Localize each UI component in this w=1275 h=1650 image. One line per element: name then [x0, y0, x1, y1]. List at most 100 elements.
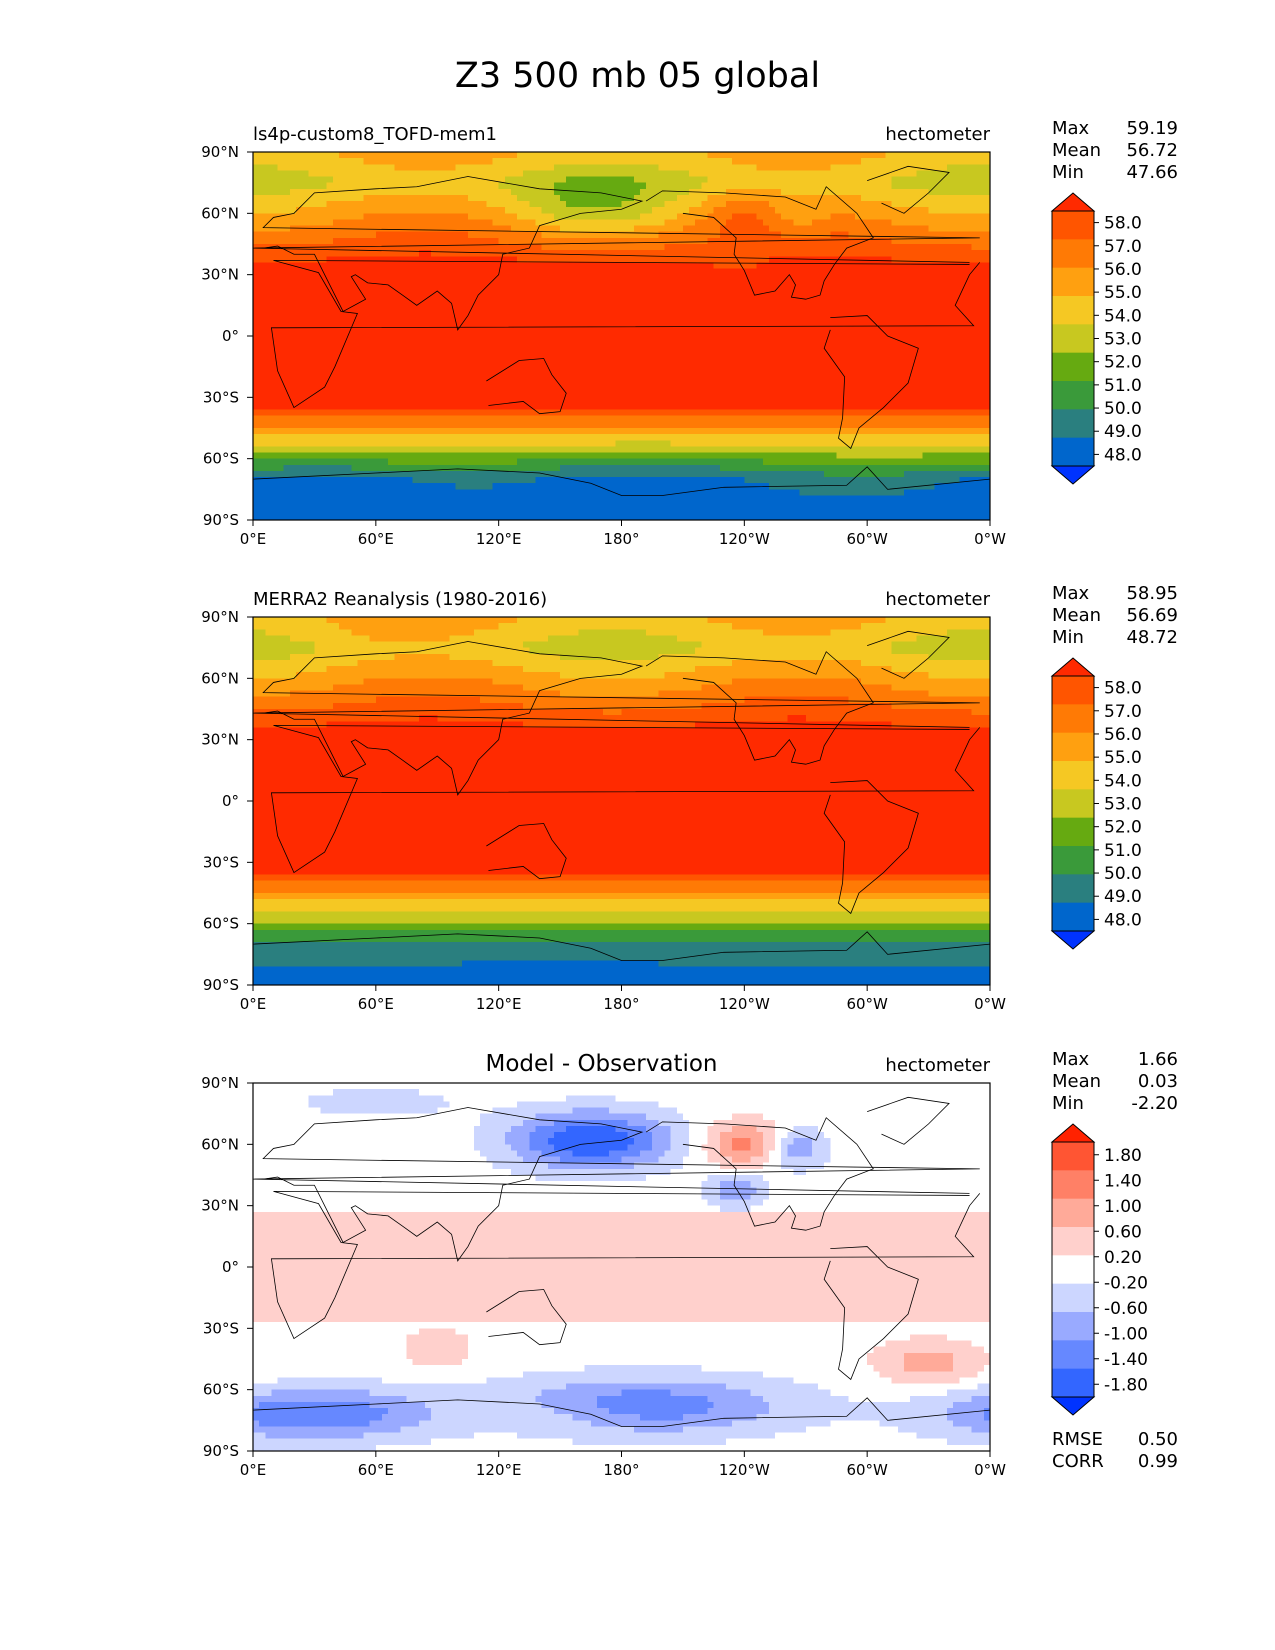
field-cell: [762, 1395, 850, 1403]
coastlines: [252, 630, 991, 961]
field-cell: [253, 1199, 709, 1207]
field-cell: [253, 1377, 279, 1385]
field-cell: [253, 415, 991, 423]
field-cell: [517, 1432, 776, 1440]
field-cell: [253, 1309, 991, 1317]
field-cell: [707, 1138, 721, 1145]
field-cell: [510, 1125, 537, 1133]
field-cell: [701, 702, 893, 710]
field-cell: [725, 219, 764, 227]
field-cell: [523, 170, 690, 178]
field-cell: [603, 709, 623, 716]
stat-label: Mean: [1052, 1071, 1101, 1092]
field-cell: [547, 1162, 635, 1170]
field-cell: [467, 1352, 868, 1360]
field-cell: [308, 1095, 444, 1102]
field-cell: [762, 458, 991, 466]
field-cell: [289, 188, 512, 196]
field-cell: [253, 391, 991, 398]
field-cell: [861, 659, 991, 667]
field-cell: [719, 1138, 733, 1145]
field-cell: [658, 1156, 684, 1164]
field-cell: [535, 1113, 647, 1121]
field-cell: [689, 1125, 709, 1133]
field-cell: [566, 1095, 616, 1102]
field-cell: [897, 1426, 973, 1434]
field-cell: [480, 696, 745, 704]
field-cell: [891, 237, 991, 245]
coastline: [252, 641, 980, 796]
colorbar-segment: [1052, 1283, 1094, 1313]
field-cell: [498, 182, 555, 190]
field-cell: [953, 1401, 991, 1409]
field-cell: [701, 201, 727, 208]
field-cell: [431, 1414, 573, 1421]
field-cell: [535, 1395, 598, 1403]
colorbar-segment: [1052, 902, 1094, 932]
field-cell: [308, 170, 524, 178]
field-cell: [904, 1359, 954, 1366]
map-field: [253, 1083, 991, 1452]
field-cell: [768, 1408, 948, 1415]
field-cell: [253, 1113, 481, 1121]
field-cell: [891, 666, 991, 673]
field-cell: [983, 1408, 991, 1415]
field-cell: [910, 1395, 973, 1403]
x-tick-label: 120°E: [476, 995, 522, 1013]
map-field: [253, 152, 991, 521]
field-cell: [904, 470, 991, 478]
colorbar-segment: [1052, 1312, 1094, 1341]
y-tick-label: 60°N: [201, 1135, 239, 1153]
field-cell: [799, 489, 905, 497]
field-cell: [707, 152, 887, 159]
field-cell: [928, 672, 991, 679]
field-cell: [253, 942, 991, 949]
field-cell: [449, 1101, 518, 1109]
stat-value: 58.95: [1126, 583, 1178, 604]
field-cell: [885, 617, 991, 624]
colorbar-tick-label: 58.0: [1104, 679, 1142, 699]
field-cell: [652, 1144, 672, 1152]
field-cell: [756, 1187, 770, 1194]
field-cell: [253, 764, 991, 771]
field-cell: [695, 666, 893, 673]
field-cell: [253, 1242, 991, 1250]
field-cell: [553, 213, 641, 221]
field-cell: [437, 715, 788, 722]
field-cell: [768, 1401, 954, 1409]
y-tick-label: 30°S: [203, 853, 239, 871]
field-cell: [253, 1175, 537, 1182]
field-cell: [609, 1150, 641, 1158]
field-cell: [867, 1359, 905, 1366]
field-cell: [523, 1371, 764, 1378]
field-cell: [431, 1408, 555, 1415]
field-cell: [253, 623, 340, 630]
field-cell: [253, 483, 457, 490]
field-cell: [332, 1089, 420, 1096]
field-cell: [253, 690, 291, 698]
stat-value: 1.66: [1138, 1049, 1178, 1070]
field-cell: [253, 1107, 322, 1115]
field-cell: [253, 152, 340, 159]
field-cell: [517, 194, 561, 202]
coastline: [823, 780, 919, 915]
field-cell: [253, 929, 991, 937]
field-cell: [639, 1414, 684, 1421]
field-cell: [253, 659, 359, 667]
field-cell: [326, 256, 518, 263]
field-cell: [664, 1150, 690, 1158]
field-cell: [486, 1156, 524, 1164]
field-cell: [762, 1175, 991, 1182]
field-cell: [621, 709, 973, 716]
colorbar-tick-label: 50.0: [1104, 864, 1142, 884]
field-cell: [830, 1156, 991, 1164]
field-cell: [756, 213, 782, 221]
panel-left-title: MERRA2 Reanalysis (1980-2016): [253, 589, 547, 610]
field-cell: [253, 336, 991, 343]
colorbar-segment: [1052, 704, 1094, 734]
field-cell: [474, 1432, 518, 1440]
field-cell: [873, 1365, 905, 1372]
field-cell: [953, 1352, 991, 1360]
field-cell: [253, 1132, 475, 1139]
colorbar-segment: [1052, 1142, 1094, 1171]
